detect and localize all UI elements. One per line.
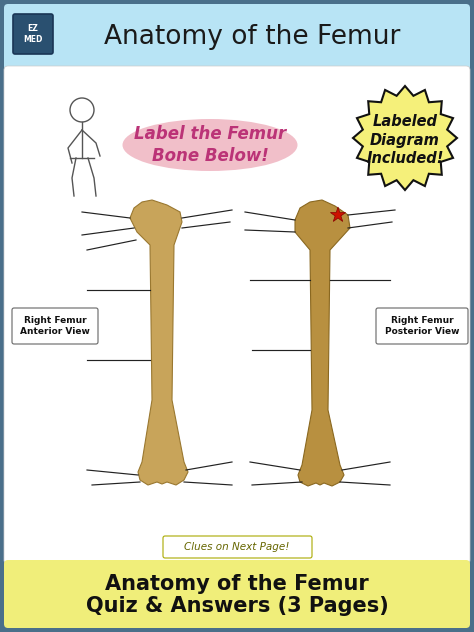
Text: Labeled
Diagram
Included!: Labeled Diagram Included! <box>366 114 444 166</box>
FancyBboxPatch shape <box>13 14 53 54</box>
Text: Quiz & Answers (3 Pages): Quiz & Answers (3 Pages) <box>86 596 388 616</box>
Text: Anatomy of the Femur: Anatomy of the Femur <box>104 24 400 50</box>
FancyBboxPatch shape <box>163 536 312 558</box>
Text: Anatomy of the Femur: Anatomy of the Femur <box>105 574 369 594</box>
Text: Right Femur
Anterior View: Right Femur Anterior View <box>20 315 90 336</box>
FancyBboxPatch shape <box>4 560 470 628</box>
Polygon shape <box>353 86 457 190</box>
Polygon shape <box>330 207 346 221</box>
Ellipse shape <box>122 119 298 171</box>
Polygon shape <box>130 200 188 485</box>
Text: EZ
MED: EZ MED <box>23 24 43 44</box>
Text: Label the Femur
Bone Below!: Label the Femur Bone Below! <box>134 125 286 166</box>
Text: Right Femur
Posterior View: Right Femur Posterior View <box>385 315 459 336</box>
Text: Clues on Next Page!: Clues on Next Page! <box>184 542 290 552</box>
FancyBboxPatch shape <box>4 66 470 564</box>
FancyBboxPatch shape <box>4 4 470 70</box>
FancyBboxPatch shape <box>12 308 98 344</box>
FancyBboxPatch shape <box>376 308 468 344</box>
Polygon shape <box>295 200 350 486</box>
